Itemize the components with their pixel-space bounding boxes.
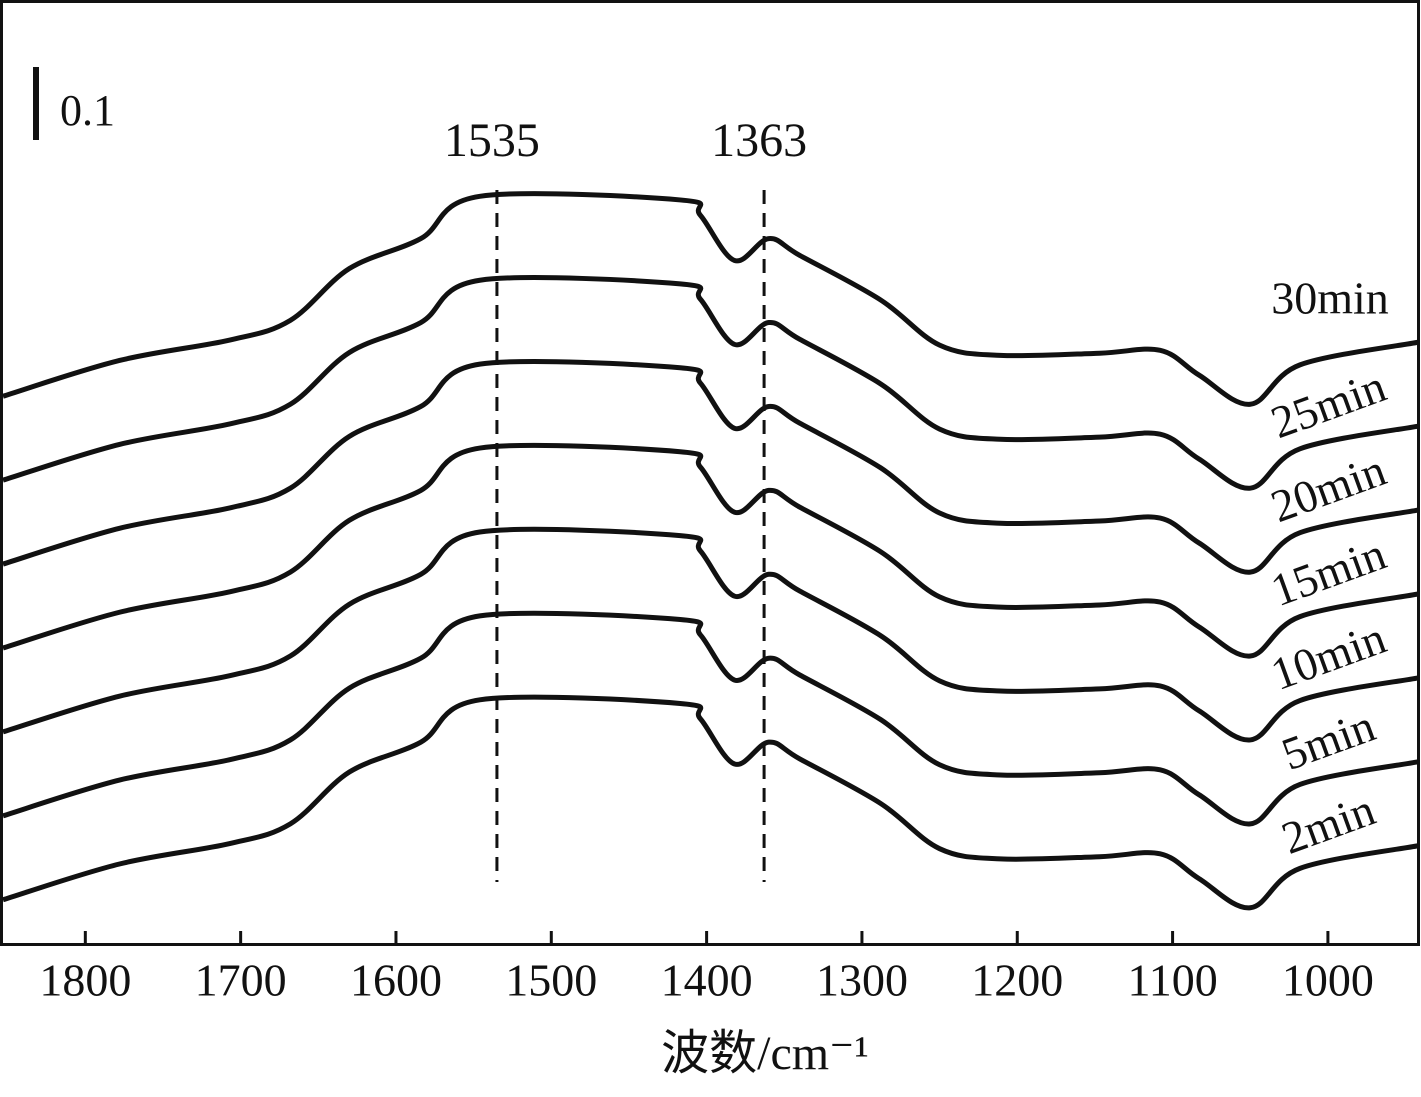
scale-bar-label: 0.1 xyxy=(60,86,115,135)
series-label: 30min xyxy=(1271,272,1389,323)
x-tick-label: 1500 xyxy=(505,955,597,1006)
spectrum-line xyxy=(2,275,1419,491)
x-tick-label: 1400 xyxy=(661,955,753,1006)
spectrum-line xyxy=(2,191,1419,407)
spectrum-line xyxy=(2,526,1419,743)
x-tick-label: 1700 xyxy=(195,955,287,1006)
spectrum-line xyxy=(2,610,1419,827)
spectrum-line xyxy=(2,442,1419,659)
reference-label: 1535 xyxy=(444,114,540,167)
x-tick-label: 1200 xyxy=(971,955,1063,1006)
x-tick-label: 1000 xyxy=(1282,955,1374,1006)
x-axis-label: 波数/cm⁻¹ xyxy=(661,1027,869,1080)
x-tick-label: 1600 xyxy=(350,955,442,1006)
spectrum-line xyxy=(2,694,1419,911)
x-tick-label: 1300 xyxy=(816,955,908,1006)
spectrum-line xyxy=(2,359,1419,575)
x-tick-label: 1800 xyxy=(39,955,131,1006)
x-tick-label: 1100 xyxy=(1127,955,1217,1006)
reference-label: 1363 xyxy=(711,114,807,167)
plot-frame xyxy=(0,0,1420,946)
